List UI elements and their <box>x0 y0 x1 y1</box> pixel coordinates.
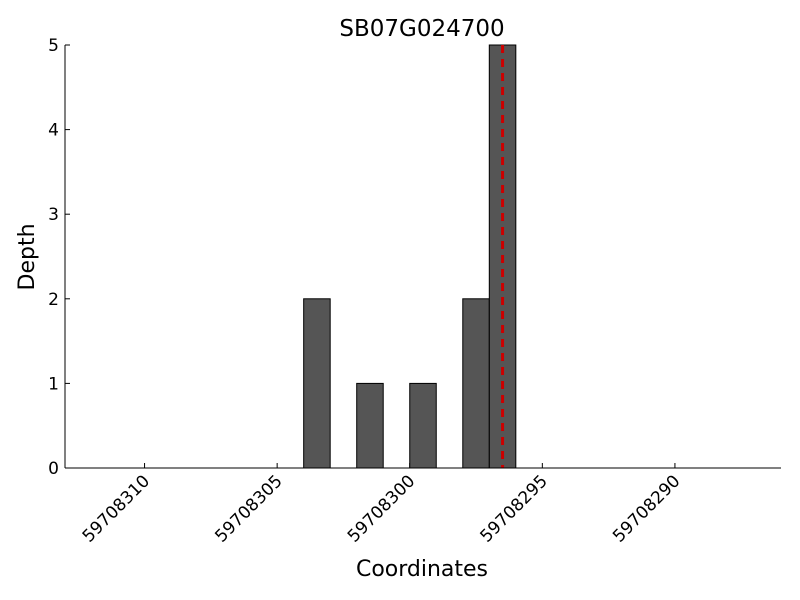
y-axis-label: Depth <box>15 223 40 290</box>
x-tick-label: 59708310 <box>79 471 154 546</box>
x-axis-label: Coordinates <box>356 557 488 582</box>
bar <box>409 382 437 469</box>
y-tick-label: 0 <box>48 459 59 479</box>
x-tick-label: 59708290 <box>609 471 684 546</box>
y-tick-label: 2 <box>48 290 59 310</box>
bar <box>303 298 331 469</box>
bar <box>462 298 490 469</box>
x-tick-label: 59708300 <box>344 471 419 546</box>
x-tick-label: 59708305 <box>211 471 286 546</box>
y-tick-label: 3 <box>48 205 59 225</box>
chart-title: SB07G024700 <box>339 16 504 42</box>
bar <box>356 382 384 469</box>
y-tick-label: 5 <box>48 36 59 56</box>
y-tick-label: 1 <box>48 374 59 394</box>
y-tick-label: 4 <box>48 121 59 141</box>
x-tick-label: 59708295 <box>477 471 552 546</box>
